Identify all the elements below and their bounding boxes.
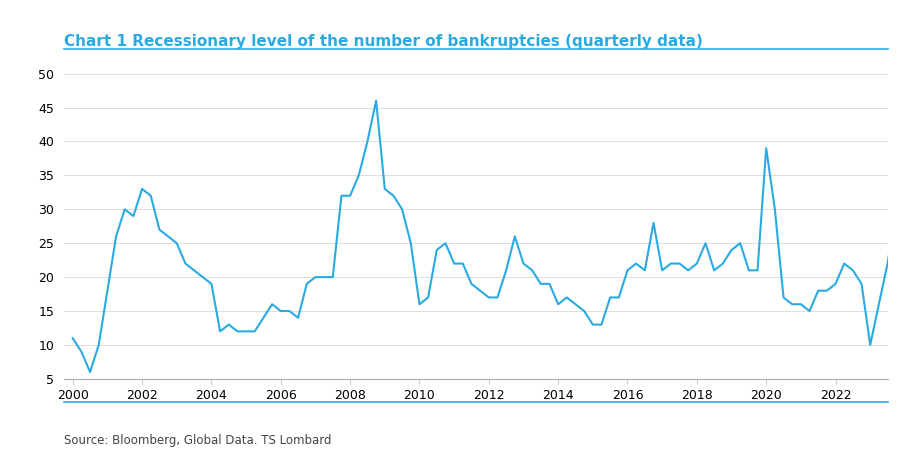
Text: Source: Bloomberg, Global Data. TS Lombard: Source: Bloomberg, Global Data. TS Lomba… [64,433,331,446]
Text: Chart 1 Recessionary level of the number of bankruptcies (quarterly data): Chart 1 Recessionary level of the number… [64,34,703,49]
